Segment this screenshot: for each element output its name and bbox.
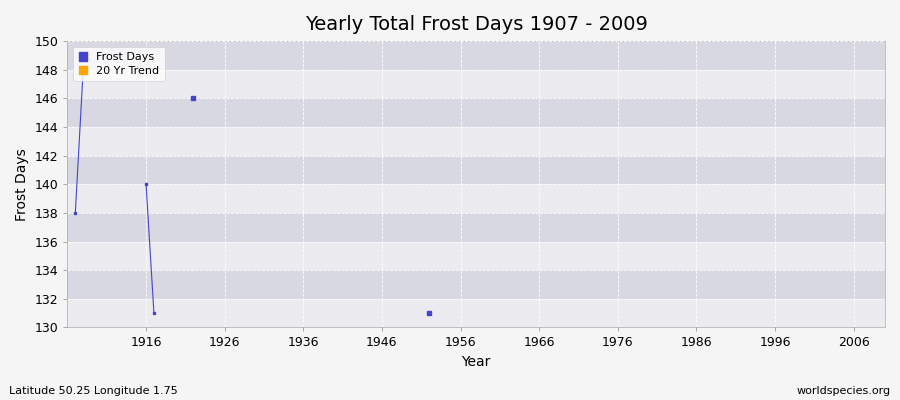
Text: worldspecies.org: worldspecies.org — [796, 386, 891, 396]
Bar — [68, 156, 885, 184]
Bar — [68, 70, 885, 98]
X-axis label: Year: Year — [462, 355, 490, 369]
Bar — [68, 41, 885, 70]
Bar — [68, 127, 885, 156]
Title: Yearly Total Frost Days 1907 - 2009: Yearly Total Frost Days 1907 - 2009 — [305, 15, 648, 34]
Bar — [68, 213, 885, 242]
Bar — [68, 242, 885, 270]
Text: Latitude 50.25 Longitude 1.75: Latitude 50.25 Longitude 1.75 — [9, 386, 178, 396]
Bar — [68, 299, 885, 328]
Y-axis label: Frost Days: Frost Days — [15, 148, 29, 221]
Legend: Frost Days, 20 Yr Trend: Frost Days, 20 Yr Trend — [73, 47, 165, 81]
Bar — [68, 98, 885, 127]
Bar — [68, 184, 885, 213]
Bar — [68, 270, 885, 299]
